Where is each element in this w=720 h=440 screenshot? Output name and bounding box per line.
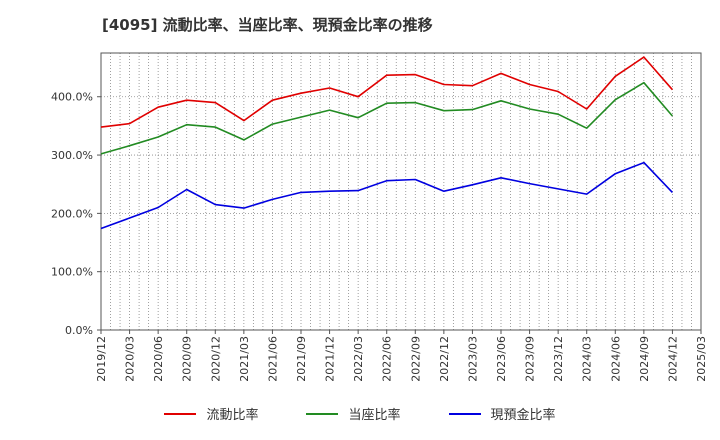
y-tick-label: 400.0% <box>51 91 93 104</box>
legend: 流動比率 当座比率 現預金比率 <box>0 404 720 423</box>
legend-label: 現預金比率 <box>490 408 556 423</box>
y-tick-label: 200.0% <box>51 207 93 220</box>
x-axis: 2019/12 2020/03 2020/06 2020/09 2020/12 2021/… <box>95 330 708 382</box>
x-tick-label: 2021/09 <box>295 336 308 382</box>
x-tick-label: 2023/03 <box>466 336 479 382</box>
x-tick-label: 2022/12 <box>438 336 451 382</box>
x-tick-label: 2020/09 <box>181 336 194 382</box>
series-line-当座比率 <box>100 81 674 155</box>
chart-title: [4095] 流動比率、当座比率、現預金比率の推移 <box>102 16 433 34</box>
x-tick-label: 2024/06 <box>609 336 622 382</box>
x-tick-label: 2023/09 <box>524 336 537 382</box>
legend-item: 流動比率 <box>164 404 258 423</box>
legend-swatch <box>164 412 197 415</box>
y-tick-label: 0.0% <box>65 324 93 337</box>
legend-item: 現預金比率 <box>448 404 556 423</box>
plot-frame <box>100 52 702 331</box>
legend-swatch <box>306 412 339 415</box>
x-tick-label: 2020/06 <box>152 336 165 382</box>
x-tick-label: 2023/06 <box>495 336 508 382</box>
x-tick-label: 2021/06 <box>266 336 279 382</box>
x-tick-label: 2024/09 <box>638 336 651 382</box>
x-tick-label: 2021/03 <box>238 336 251 382</box>
legend-label: 流動比率 <box>206 408 259 423</box>
legend-item: 当座比率 <box>306 404 401 423</box>
x-tick-label: 2019/12 <box>95 336 108 382</box>
legend-label: 当座比率 <box>348 408 401 423</box>
y-tick-label: 100.0% <box>51 266 93 279</box>
y-tick-label: 300.0% <box>51 149 93 162</box>
x-tick-label: 2021/12 <box>324 336 337 382</box>
x-tick-label: 2023/12 <box>552 336 565 382</box>
x-tick-label: 2020/03 <box>124 336 137 382</box>
y-axis: 0.0% 100.0% 200.0% 300.0% 400.0% <box>51 91 101 337</box>
legend-swatch <box>448 412 481 415</box>
series-line-流動比率 <box>100 56 674 128</box>
series-line-現預金比率 <box>100 161 673 230</box>
x-tick-label: 2020/12 <box>209 336 222 382</box>
series-lines <box>100 56 674 230</box>
x-tick-label: 2022/09 <box>409 336 422 382</box>
x-tick-label: 2024/12 <box>666 336 679 382</box>
x-tick-label: 2022/03 <box>352 336 365 382</box>
x-tick-label: 2024/03 <box>581 336 594 382</box>
x-tick-label: 2022/06 <box>381 336 394 382</box>
x-tick-label: 2025/03 <box>695 336 708 382</box>
